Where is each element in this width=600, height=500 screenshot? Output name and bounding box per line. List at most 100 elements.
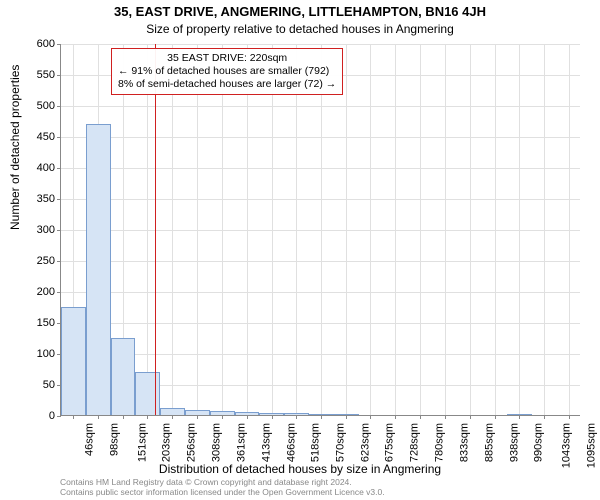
chart-subtitle: Size of property relative to detached ho… xyxy=(0,22,600,36)
gridline-v xyxy=(420,44,421,415)
x-tick-label: 833sqm xyxy=(459,423,471,462)
histogram-bar xyxy=(235,412,260,415)
y-tick-label: 450 xyxy=(37,131,55,143)
x-tick-mark xyxy=(420,415,421,419)
chart-container: 35, EAST DRIVE, ANGMERING, LITTLEHAMPTON… xyxy=(0,0,600,500)
gridline-v xyxy=(470,44,471,415)
x-tick-mark xyxy=(147,415,148,419)
gridline-v xyxy=(569,44,570,415)
x-tick-label: 466sqm xyxy=(285,423,297,462)
x-tick-label: 98sqm xyxy=(108,423,120,456)
x-tick-mark xyxy=(98,415,99,419)
x-tick-mark xyxy=(222,415,223,419)
x-tick-mark xyxy=(544,415,545,419)
gridline-v xyxy=(222,44,223,415)
histogram-bar xyxy=(210,411,235,415)
gridline-v xyxy=(296,44,297,415)
page-title: 35, EAST DRIVE, ANGMERING, LITTLEHAMPTON… xyxy=(0,4,600,19)
x-tick-label: 885sqm xyxy=(483,423,495,462)
x-tick-label: 780sqm xyxy=(434,423,446,462)
histogram-bar xyxy=(284,413,309,415)
histogram-bar xyxy=(185,410,210,415)
x-tick-label: 361sqm xyxy=(236,423,248,462)
marker-line xyxy=(155,44,156,415)
x-tick-mark xyxy=(395,415,396,419)
info-box-line-2: ← 91% of detached houses are smaller (79… xyxy=(118,65,336,78)
x-tick-mark xyxy=(569,415,570,419)
x-tick-mark xyxy=(321,415,322,419)
plot-area: 05010015020025030035040045050055060046sq… xyxy=(60,44,580,416)
y-tick-mark xyxy=(57,75,61,76)
gridline-v xyxy=(197,44,198,415)
x-tick-mark xyxy=(296,415,297,419)
x-tick-mark xyxy=(519,415,520,419)
gridline-v xyxy=(172,44,173,415)
histogram-bar xyxy=(334,414,359,415)
y-tick-label: 0 xyxy=(49,410,55,422)
x-tick-label: 990sqm xyxy=(533,423,545,462)
y-tick-mark xyxy=(57,416,61,417)
x-tick-mark xyxy=(346,415,347,419)
histogram-bar xyxy=(259,413,284,415)
x-tick-label: 413sqm xyxy=(260,423,272,462)
y-tick-label: 500 xyxy=(37,100,55,112)
gridline-v xyxy=(370,44,371,415)
y-tick-label: 300 xyxy=(37,224,55,236)
y-tick-label: 400 xyxy=(37,162,55,174)
info-box-line-3: 8% of semi-detached houses are larger (7… xyxy=(118,78,336,91)
x-tick-label: 151sqm xyxy=(136,423,148,462)
x-tick-mark xyxy=(172,415,173,419)
gridline-v xyxy=(495,44,496,415)
x-tick-mark xyxy=(247,415,248,419)
x-tick-label: 728sqm xyxy=(409,423,421,462)
x-axis-label: Distribution of detached houses by size … xyxy=(0,462,600,476)
x-tick-mark xyxy=(470,415,471,419)
gridline-v xyxy=(247,44,248,415)
info-box: 35 EAST DRIVE: 220sqm← 91% of detached h… xyxy=(111,48,343,95)
y-tick-label: 150 xyxy=(37,317,55,329)
y-tick-label: 100 xyxy=(37,348,55,360)
histogram-bar xyxy=(86,124,111,415)
histogram-bar xyxy=(61,307,86,416)
x-tick-label: 623sqm xyxy=(359,423,371,462)
y-axis-label: Number of detached properties xyxy=(8,65,22,230)
footer-attribution: Contains HM Land Registry data © Crown c… xyxy=(60,478,580,498)
y-tick-label: 600 xyxy=(37,38,55,50)
y-tick-label: 350 xyxy=(37,193,55,205)
x-tick-mark xyxy=(197,415,198,419)
histogram-bar xyxy=(111,338,136,416)
x-tick-mark xyxy=(370,415,371,419)
x-tick-label: 203sqm xyxy=(161,423,173,462)
histogram-bar xyxy=(507,414,532,415)
x-tick-mark xyxy=(272,415,273,419)
x-tick-mark xyxy=(445,415,446,419)
y-tick-mark xyxy=(57,168,61,169)
x-tick-mark xyxy=(123,415,124,419)
histogram-bar xyxy=(309,414,334,415)
y-tick-mark xyxy=(57,44,61,45)
y-tick-label: 200 xyxy=(37,286,55,298)
x-tick-label: 938sqm xyxy=(508,423,520,462)
x-tick-label: 675sqm xyxy=(384,423,396,462)
gridline-v xyxy=(272,44,273,415)
y-tick-mark xyxy=(57,199,61,200)
gridline-v xyxy=(445,44,446,415)
gridline-v xyxy=(544,44,545,415)
x-tick-mark xyxy=(73,415,74,419)
x-tick-mark xyxy=(495,415,496,419)
gridline-v xyxy=(346,44,347,415)
y-tick-label: 50 xyxy=(43,379,55,391)
x-tick-label: 518sqm xyxy=(310,423,322,462)
y-tick-mark xyxy=(57,261,61,262)
info-box-line-1: 35 EAST DRIVE: 220sqm xyxy=(118,52,336,65)
y-tick-mark xyxy=(57,292,61,293)
y-tick-mark xyxy=(57,137,61,138)
gridline-v xyxy=(519,44,520,415)
x-tick-label: 308sqm xyxy=(211,423,223,462)
gridline-v xyxy=(321,44,322,415)
y-tick-mark xyxy=(57,106,61,107)
y-tick-label: 250 xyxy=(37,255,55,267)
footer-line-2: Contains public sector information licen… xyxy=(60,488,580,498)
x-tick-label: 46sqm xyxy=(84,423,96,456)
x-tick-label: 570sqm xyxy=(334,423,346,462)
